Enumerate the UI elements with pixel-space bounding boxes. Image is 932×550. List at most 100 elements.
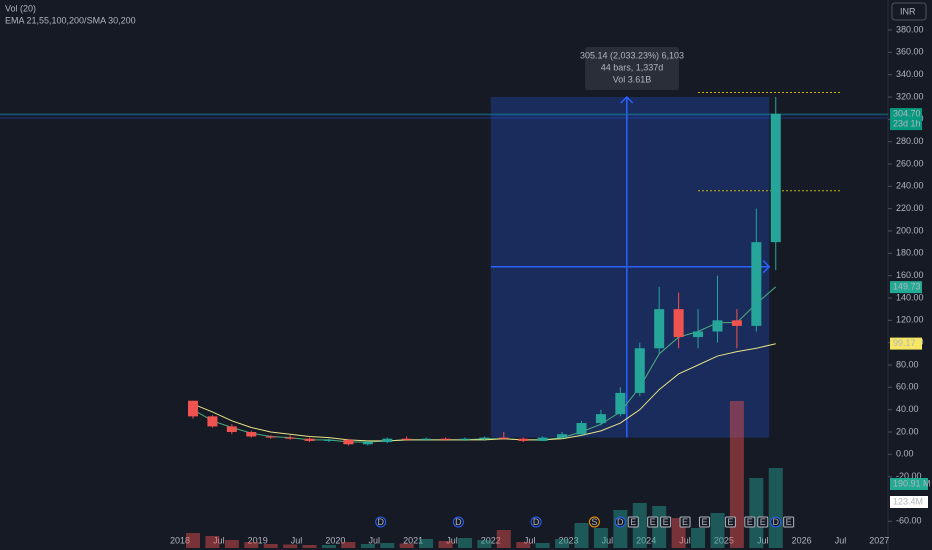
x-tick-label: 2023 [558, 535, 578, 545]
y-tick-label: 240.00 [896, 181, 924, 191]
tooltip-line: Vol 3.61B [613, 74, 652, 84]
candle-body [421, 438, 432, 440]
y-tick-label: 140.00 [896, 292, 924, 302]
candle-body [304, 438, 315, 441]
candle-body [401, 438, 412, 440]
tooltip-line: 305.14 (2,033.23%) 6,103 [580, 50, 684, 60]
volume-bar [205, 536, 220, 548]
price-tag-label: 99.17 [893, 338, 916, 348]
volume-bar [457, 538, 472, 548]
x-tick-label: 2018 [170, 535, 190, 545]
volume-bar [360, 544, 375, 548]
currency-box[interactable] [891, 2, 927, 21]
volume-bar [749, 478, 764, 548]
volume-bar [399, 543, 414, 548]
y-tick-label: 20.00 [896, 426, 919, 436]
x-tick-label: Jul [757, 535, 769, 545]
volume-bar [244, 542, 259, 548]
candle-body [188, 400, 198, 417]
candle-body [673, 309, 684, 338]
event-label: E [663, 517, 669, 527]
price-tag [890, 337, 922, 350]
candle-body [595, 414, 606, 424]
candle-body [498, 437, 509, 439]
price-tag [890, 281, 922, 294]
x-tick-label: Jul [524, 535, 536, 545]
candle-body [712, 320, 723, 332]
y-tick-label: 320.00 [896, 91, 924, 101]
y-tick-label: 40.00 [896, 404, 919, 414]
candle-body [343, 439, 354, 445]
event-label: E [760, 517, 766, 527]
candle-body [693, 331, 704, 338]
event-marker [375, 516, 387, 528]
event-marker [783, 516, 795, 528]
volume-bar [768, 468, 783, 548]
volume-bar [535, 543, 550, 548]
candle-body [207, 416, 218, 427]
price-tag [890, 108, 922, 131]
candle-body [382, 438, 393, 443]
y-tick-label: 220.00 [896, 203, 924, 213]
candle-body [265, 436, 276, 438]
event-label: D [772, 517, 779, 527]
event-marker [588, 516, 600, 528]
x-tick-label: 2026 [792, 535, 812, 545]
y-tick-label: 60.00 [896, 382, 919, 392]
tooltip [585, 47, 680, 90]
candle-body [362, 442, 373, 445]
event-marker [724, 516, 736, 528]
legend-line: Vol (20) [5, 3, 36, 13]
y-tick-label: 380.00 [896, 24, 924, 34]
candle-body [479, 437, 490, 439]
event-marker [627, 516, 639, 528]
y-tick-label: 280.00 [896, 136, 924, 146]
volume-bar [186, 533, 200, 548]
arrow-head [620, 95, 634, 104]
event-label: D [617, 517, 624, 527]
candle-body [285, 437, 296, 439]
x-tick-label: 2027 [869, 535, 889, 545]
event-marker [614, 516, 626, 528]
volume-bar [341, 542, 356, 548]
volume-tag [890, 496, 928, 508]
x-tick-label: 2019 [248, 535, 268, 545]
volume-bar [302, 545, 317, 548]
event-label: D [533, 517, 540, 527]
event-label: E [747, 517, 753, 527]
y-tick-label: 0.00 [896, 449, 914, 459]
y-tick-label: 80.00 [896, 359, 919, 369]
volume-bar [632, 503, 647, 548]
y-tick-label: 360.00 [896, 47, 924, 57]
volume-bar [729, 401, 744, 548]
y-tick-label: -60.00 [896, 516, 922, 526]
candle-body [537, 437, 548, 441]
volume-tag-label: 190.91 M [893, 478, 931, 488]
candle-body [654, 309, 665, 349]
volume-bar [710, 513, 725, 548]
event-label: D [455, 517, 462, 527]
event-label: D [377, 517, 384, 527]
x-tick-label: Jul [291, 535, 303, 545]
x-tick-label: Jul [835, 535, 847, 545]
price-tag-sub: 23d 1h [893, 118, 921, 128]
volume-bar [380, 543, 395, 548]
x-tick-label: Jul [213, 535, 225, 545]
event-marker [647, 516, 659, 528]
volume-bar [283, 544, 298, 548]
candle-body [576, 423, 587, 435]
candle-body [323, 439, 334, 441]
volume-bar [419, 539, 434, 548]
x-tick-label: Jul [368, 535, 380, 545]
x-tick-label: 2025 [714, 535, 734, 545]
arrow-head [762, 260, 771, 274]
event-marker [698, 516, 710, 528]
event-label: E [701, 517, 707, 527]
currency[interactable]: INR [900, 6, 916, 16]
event-label: E [682, 517, 688, 527]
event-label: S [591, 517, 597, 527]
candle-body [634, 348, 645, 393]
volume-tag-label: 123.4M [893, 496, 923, 506]
